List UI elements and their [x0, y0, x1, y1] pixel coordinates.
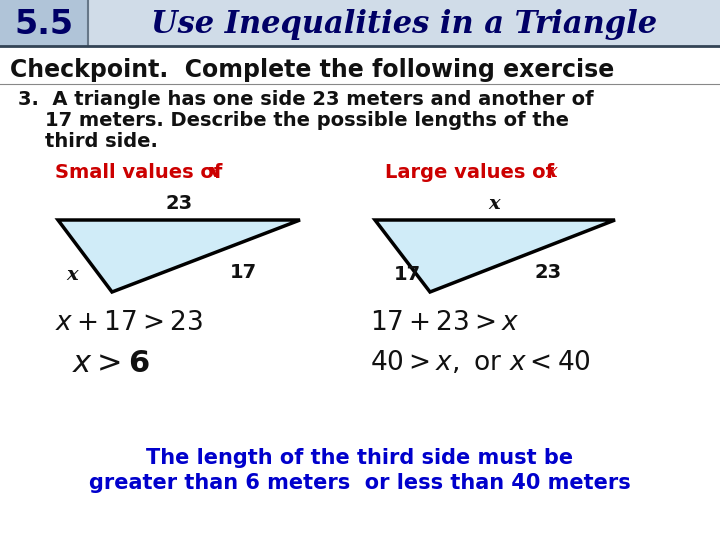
Text: Checkpoint.  Complete the following exercise: Checkpoint. Complete the following exerc… [10, 58, 614, 82]
Text: x: x [66, 266, 78, 284]
Text: greater than 6 meters  or less than 40 meters: greater than 6 meters or less than 40 me… [89, 473, 631, 493]
Text: x: x [207, 163, 219, 181]
Text: The length of the third side must be: The length of the third side must be [146, 448, 574, 468]
Bar [0, 0, 720, 46]
Text: 17: 17 [230, 262, 256, 281]
Polygon shape [58, 220, 300, 292]
Text: $x+17>23$: $x+17>23$ [55, 310, 203, 335]
Text: x: x [545, 163, 557, 181]
Text: $40>x$$,\ \mathrm{or}\ x<40$: $40>x$$,\ \mathrm{or}\ x<40$ [370, 348, 591, 375]
Text: 17 meters. Describe the possible lengths of the: 17 meters. Describe the possible lengths… [18, 111, 569, 130]
Text: Small values of: Small values of [55, 163, 229, 182]
Text: $x>\mathbf{6}$: $x>\mathbf{6}$ [72, 348, 150, 379]
Polygon shape [375, 220, 615, 292]
Text: third side.: third side. [18, 132, 158, 151]
Text: 17: 17 [393, 266, 420, 285]
Text: 5.5: 5.5 [14, 8, 73, 40]
Bar [0, 0, 88, 46]
Text: 23: 23 [534, 262, 562, 281]
Text: $17+23>x$: $17+23>x$ [370, 310, 520, 335]
Text: Use Inequalities in a Triangle: Use Inequalities in a Triangle [151, 9, 657, 39]
Text: 23: 23 [166, 194, 192, 213]
Text: x: x [488, 195, 500, 213]
Text: Large values of: Large values of [385, 163, 561, 182]
Text: 3.  A triangle has one side 23 meters and another of: 3. A triangle has one side 23 meters and… [18, 90, 593, 109]
